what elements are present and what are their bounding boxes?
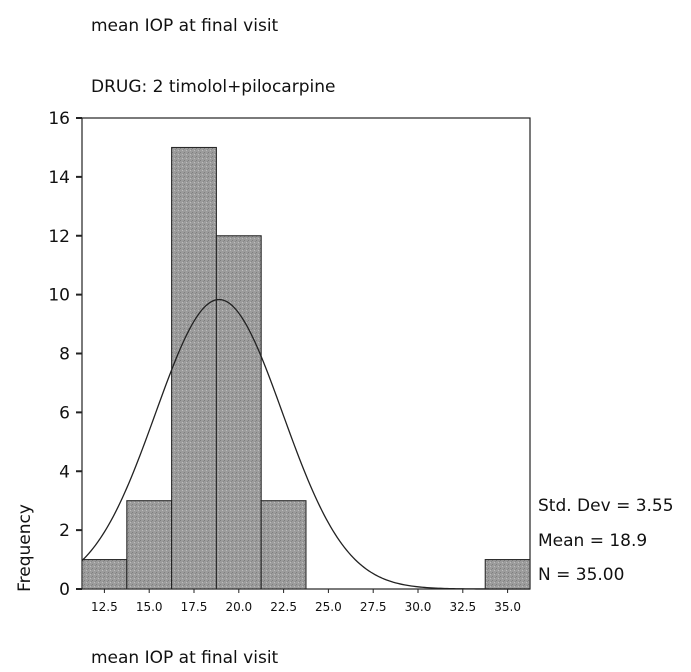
histogram-bar (126, 500, 173, 590)
histogram-bar (171, 146, 217, 590)
y-tick-label: 2 (59, 521, 70, 541)
y-tick-label: 8 (59, 345, 70, 365)
y-tick-label: 14 (48, 168, 70, 188)
x-tick-label: 15.0 (136, 600, 163, 614)
stat-legend-line: N = 35.00 (538, 565, 624, 585)
y-tick-label: 4 (59, 462, 70, 482)
x-tick-label: 27.5 (360, 600, 387, 614)
normal-curve (81, 298, 530, 590)
x-tick-label: 25.0 (315, 600, 342, 614)
histogram-bar (260, 500, 307, 590)
y-tick-label: 6 (59, 403, 70, 423)
y-tick-label: 16 (48, 109, 70, 129)
x-tick-label: 30.0 (405, 600, 432, 614)
stat-legend-line: Mean = 18.9 (538, 531, 647, 551)
histogram-bar (215, 235, 262, 590)
stat-legend-line: Std. Dev = 3.55 (538, 496, 674, 516)
y-axis-label: Frequency (15, 504, 35, 592)
histogram-bar (81, 559, 128, 590)
y-tick-label: 10 (48, 286, 70, 306)
x-tick-label: 22.5 (270, 600, 297, 614)
x-tick-label: 20.0 (225, 600, 252, 614)
y-tick-label: 0 (59, 580, 70, 600)
y-tick-label: 12 (48, 227, 70, 247)
chart-title: mean IOP at final visit (91, 16, 279, 36)
x-tick-label: 35.0 (494, 600, 521, 614)
chart-subtitle: DRUG: 2 timolol+pilocarpine (91, 77, 336, 97)
x-tick-label: 17.5 (181, 600, 208, 614)
histogram-chart: 0 2 4 6 8 10 12 14 16 12.5 15.0 17.5 20.0 22.5 25.0 27.… (15, 109, 674, 614)
x-tick-label: 12.5 (91, 600, 118, 614)
x-axis-label: mean IOP at final visit (91, 648, 279, 668)
x-tick-label: 32.5 (449, 600, 476, 614)
histogram-bar (484, 559, 531, 590)
